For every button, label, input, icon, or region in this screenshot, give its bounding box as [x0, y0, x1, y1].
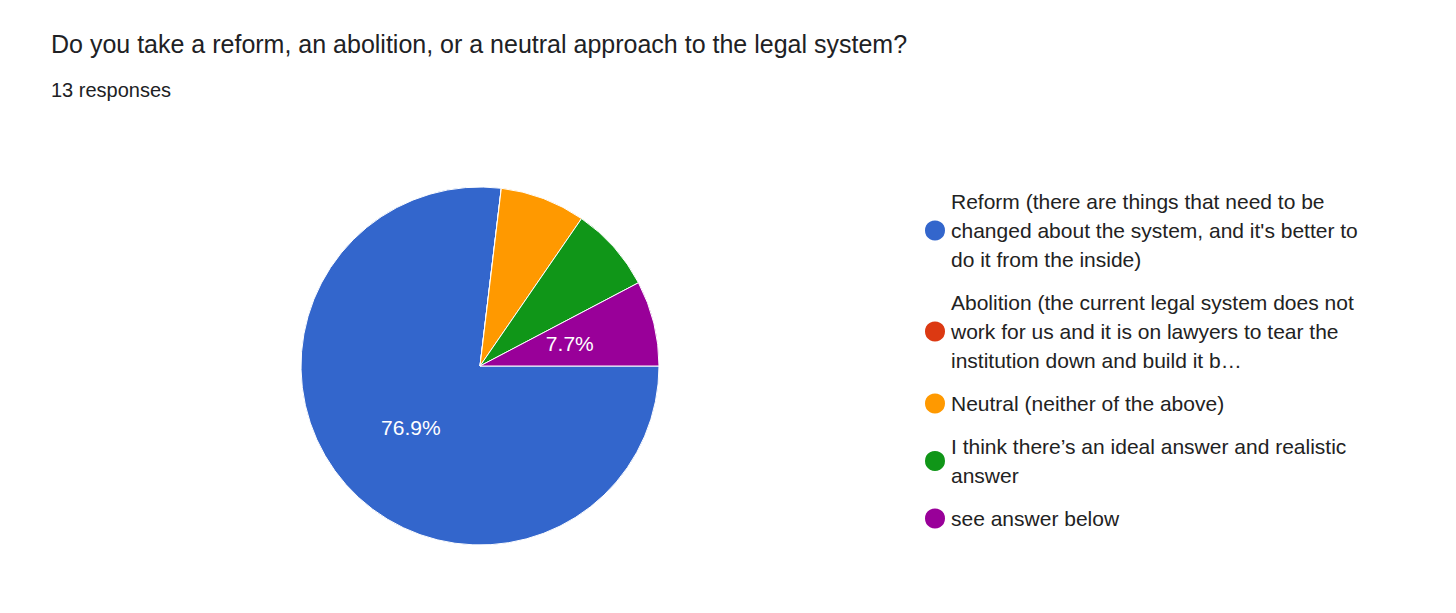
svg-text:do it from the inside): do it from the inside): [951, 248, 1141, 271]
svg-text:Reform (there are things that: Reform (there are things that need to be: [951, 190, 1330, 213]
svg-text:Neutral (neither of the above): Neutral (neither of the above): [951, 392, 1224, 415]
svg-text:76.9%: 76.9%: [381, 416, 441, 439]
svg-text:13 responses: 13 responses: [51, 79, 171, 101]
svg-text:I think there’s an ideal answe: I think there’s an ideal answer and real…: [951, 435, 1352, 458]
svg-text:Do you take a reform, an aboli: Do you take a reform, an abolition, or a…: [51, 30, 907, 58]
svg-text:work for us and it is on lawye: work for us and it is on lawyers to tear…: [950, 320, 1344, 343]
svg-text:changed about the system, and: changed about the system, and it's bette…: [951, 219, 1364, 242]
svg-text:institution down and build it: institution down and build it b…: [951, 349, 1242, 372]
svg-text:Abolition (the current legal s: Abolition (the current legal system does…: [951, 291, 1360, 314]
svg-text:7.7%: 7.7%: [546, 332, 594, 355]
svg-text:answer: answer: [951, 464, 1019, 487]
svg-text:see answer below: see answer below: [951, 507, 1120, 530]
